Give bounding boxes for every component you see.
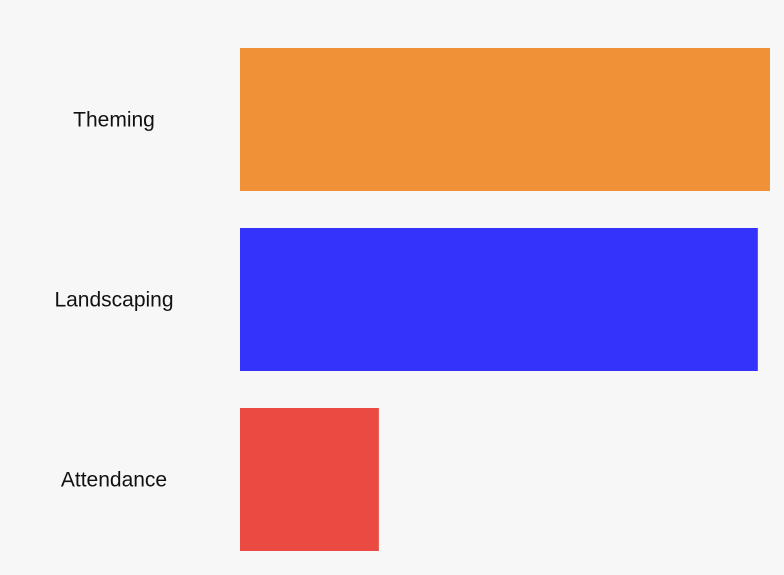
category-label-theming: Theming [73,109,155,132]
bars-group [240,48,770,551]
category-label-attendance: Attendance [61,469,167,492]
bar-landscaping [240,228,758,371]
category-label-landscaping: Landscaping [54,289,173,312]
bar-attendance [240,408,379,551]
bar-theming [240,48,770,191]
category-labels-group: Theming Landscaping Attendance [54,109,173,492]
